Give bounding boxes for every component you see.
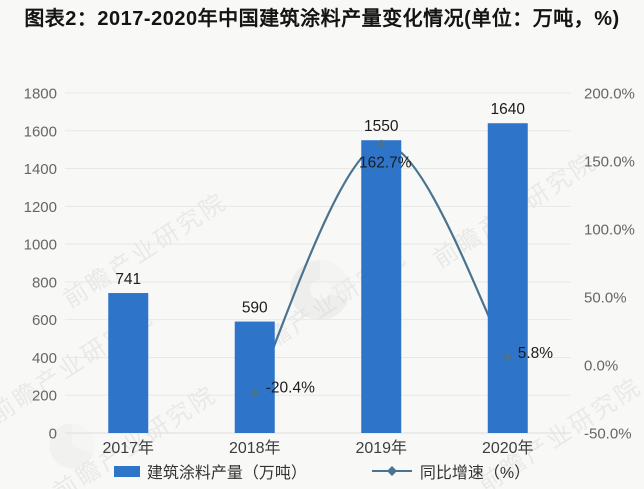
line-value-labels: -20.4% 162.7% 5.8% <box>266 155 554 397</box>
right-axis-ticks: 200.0% 150.0% 100.0% 50.0% 0.0% -50.0% <box>584 86 635 443</box>
left-axis-tick: 1200 <box>24 199 57 216</box>
left-axis-tick: 1400 <box>24 161 57 178</box>
legend-label-production: 建筑涂料产量（万吨） <box>146 465 307 482</box>
chart-title: 图表2：2017-2020年中国建筑涂料产量变化情况(单位：万吨，%) <box>24 8 620 30</box>
bars <box>108 123 528 433</box>
x-axis-labels: 2017年 2018年 2019年 2020年 <box>102 439 533 457</box>
left-axis-tick: 800 <box>32 274 57 291</box>
line-markers <box>250 139 512 397</box>
line-value-label: -20.4% <box>266 380 315 397</box>
bar-2017年 <box>108 293 149 433</box>
legend-label-growth: 同比增速（%） <box>419 465 531 482</box>
left-axis-ticks: 1800 1600 1400 1200 1000 800 600 400 200 0 <box>24 86 57 443</box>
left-axis-tick: 1600 <box>24 123 57 140</box>
left-axis-tick: 200 <box>32 388 57 405</box>
legend-item-production: 建筑涂料产量（万吨） <box>113 459 307 483</box>
right-axis-tick: 200.0% <box>584 86 635 103</box>
left-axis-tick: 1000 <box>24 237 57 254</box>
bar-2018年 <box>234 321 275 433</box>
bar-value-label: 590 <box>242 300 268 317</box>
left-axis-tick: 400 <box>32 350 57 367</box>
legend-item-growth: 同比增速（%） <box>371 459 530 483</box>
x-axis-label: 2019年 <box>355 439 407 457</box>
line-value-label: 5.8% <box>518 345 554 362</box>
chart-area: 前瞻产业研究院 前瞻产业研究院 前瞻产业研究院 前瞻产业研究院 前瞻产业研究院 … <box>0 70 644 489</box>
bar-value-label: 741 <box>115 271 141 288</box>
left-axis-tick: 1800 <box>24 86 57 103</box>
right-axis-tick: 100.0% <box>584 222 635 239</box>
x-axis-label: 2017年 <box>102 439 154 457</box>
line-marker <box>250 388 259 397</box>
right-axis-tick: 50.0% <box>584 290 627 307</box>
x-axis-label: 2018年 <box>229 439 281 457</box>
line-value-label: 162.7% <box>359 155 412 172</box>
left-axis-tick: 0 <box>49 426 57 443</box>
right-axis-tick: -50.0% <box>584 426 632 443</box>
legend: 建筑涂料产量（万吨） 同比增速（%） <box>0 457 644 485</box>
bar-value-labels: 741 590 1550 1640 <box>115 101 525 316</box>
line-marker <box>377 139 386 148</box>
bar-value-label: 1550 <box>364 118 399 135</box>
combo-chart: 1800 1600 1400 1200 1000 800 600 400 200 0 200.0% 1… <box>24 86 635 458</box>
right-axis-tick: 150.0% <box>584 154 635 171</box>
right-axis-tick: 0.0% <box>584 358 618 375</box>
line-diamond-swatch-icon <box>371 466 412 476</box>
line-marker <box>503 352 512 362</box>
gridlines <box>65 92 571 434</box>
left-axis-tick: 600 <box>32 312 57 329</box>
x-axis-label: 2020年 <box>482 439 534 457</box>
bar-swatch-icon <box>113 465 140 477</box>
bar-2020年 <box>487 123 528 433</box>
bar-2019年 <box>361 140 402 433</box>
bar-value-label: 1640 <box>491 101 526 118</box>
